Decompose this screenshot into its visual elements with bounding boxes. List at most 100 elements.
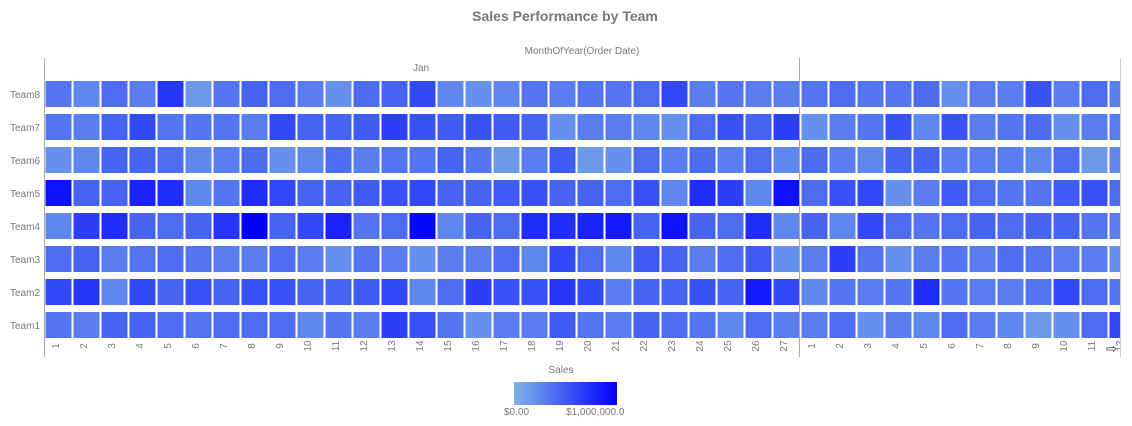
heatmap-cell[interactable] [213, 147, 240, 173]
heatmap-cell[interactable] [885, 279, 912, 305]
heatmap-cell[interactable] [661, 180, 688, 206]
heatmap-cell[interactable] [269, 147, 296, 173]
heatmap-cell[interactable] [381, 147, 408, 173]
heatmap-cell[interactable] [45, 180, 72, 206]
heatmap-cell[interactable] [801, 180, 828, 206]
heatmap-cell[interactable] [129, 180, 156, 206]
heatmap-cell[interactable] [689, 180, 716, 206]
heatmap-cell[interactable] [773, 114, 800, 140]
heatmap-cell[interactable] [381, 180, 408, 206]
heatmap-cell[interactable] [1081, 279, 1108, 305]
heatmap-cell[interactable] [969, 279, 996, 305]
heatmap-cell[interactable] [409, 279, 436, 305]
heatmap-cell[interactable] [885, 147, 912, 173]
heatmap-cell[interactable] [773, 312, 800, 338]
heatmap-cell[interactable] [801, 114, 828, 140]
arrow-right-icon[interactable]: ⇨ [1106, 341, 1117, 356]
heatmap-cell[interactable] [969, 312, 996, 338]
heatmap-cell[interactable] [493, 312, 520, 338]
heatmap-cell[interactable] [577, 246, 604, 272]
heatmap-cell[interactable] [45, 246, 72, 272]
heatmap-cell[interactable] [885, 180, 912, 206]
heatmap-cell[interactable] [717, 279, 744, 305]
heatmap-cell[interactable] [437, 147, 464, 173]
heatmap-cell[interactable] [1081, 246, 1108, 272]
heatmap-cell[interactable] [1109, 114, 1132, 140]
heatmap-cell[interactable] [129, 246, 156, 272]
heatmap-cell[interactable] [549, 81, 576, 107]
heatmap-cell[interactable] [745, 180, 772, 206]
heatmap-cell[interactable] [1053, 81, 1080, 107]
heatmap-cell[interactable] [633, 147, 660, 173]
heatmap-cell[interactable] [689, 279, 716, 305]
heatmap-cell[interactable] [269, 81, 296, 107]
heatmap-cell[interactable] [213, 279, 240, 305]
heatmap-cell[interactable] [857, 180, 884, 206]
heatmap-cell[interactable] [129, 312, 156, 338]
heatmap-cell[interactable] [297, 81, 324, 107]
heatmap-cell[interactable] [969, 180, 996, 206]
heatmap-cell[interactable] [829, 312, 856, 338]
heatmap-cell[interactable] [45, 147, 72, 173]
heatmap-cell[interactable] [213, 180, 240, 206]
heatmap-cell[interactable] [633, 180, 660, 206]
heatmap-cell[interactable] [129, 213, 156, 239]
heatmap-cell[interactable] [941, 147, 968, 173]
heatmap-cell[interactable] [129, 114, 156, 140]
heatmap-cell[interactable] [465, 147, 492, 173]
heatmap-cell[interactable] [185, 213, 212, 239]
heatmap-cell[interactable] [885, 213, 912, 239]
heatmap-cell[interactable] [1109, 246, 1132, 272]
heatmap-cell[interactable] [521, 279, 548, 305]
heatmap-cell[interactable] [325, 279, 352, 305]
heatmap-cell[interactable] [941, 81, 968, 107]
heatmap-cell[interactable] [185, 246, 212, 272]
heatmap-cell[interactable] [129, 147, 156, 173]
heatmap-cell[interactable] [353, 312, 380, 338]
heatmap-cell[interactable] [353, 246, 380, 272]
heatmap-cell[interactable] [493, 114, 520, 140]
heatmap-cell[interactable] [353, 114, 380, 140]
heatmap-cell[interactable] [1053, 312, 1080, 338]
heatmap-cell[interactable] [745, 213, 772, 239]
heatmap-cell[interactable] [465, 114, 492, 140]
heatmap-cell[interactable] [913, 279, 940, 305]
heatmap-cell[interactable] [801, 279, 828, 305]
heatmap-cell[interactable] [1025, 81, 1052, 107]
heatmap-cell[interactable] [745, 246, 772, 272]
heatmap-cell[interactable] [409, 180, 436, 206]
heatmap-cell[interactable] [745, 114, 772, 140]
heatmap-cell[interactable] [549, 147, 576, 173]
heatmap-cell[interactable] [437, 81, 464, 107]
heatmap-cell[interactable] [829, 246, 856, 272]
heatmap-cell[interactable] [1109, 213, 1132, 239]
heatmap-cell[interactable] [297, 246, 324, 272]
heatmap-cell[interactable] [857, 246, 884, 272]
heatmap-cell[interactable] [969, 213, 996, 239]
heatmap-cell[interactable] [1081, 180, 1108, 206]
heatmap-cell[interactable] [325, 180, 352, 206]
heatmap-cell[interactable] [521, 180, 548, 206]
heatmap-cell[interactable] [241, 114, 268, 140]
heatmap-cell[interactable] [437, 246, 464, 272]
heatmap-cell[interactable] [353, 180, 380, 206]
heatmap-cell[interactable] [1025, 114, 1052, 140]
heatmap-cell[interactable] [465, 279, 492, 305]
heatmap-cell[interactable] [801, 147, 828, 173]
heatmap-cell[interactable] [1025, 246, 1052, 272]
heatmap-cell[interactable] [1081, 312, 1108, 338]
heatmap-cell[interactable] [605, 180, 632, 206]
heatmap-cell[interactable] [717, 246, 744, 272]
heatmap-cell[interactable] [101, 81, 128, 107]
heatmap-cell[interactable] [185, 81, 212, 107]
heatmap-cell[interactable] [521, 312, 548, 338]
heatmap-cell[interactable] [493, 213, 520, 239]
heatmap-cell[interactable] [969, 114, 996, 140]
heatmap-cell[interactable] [241, 81, 268, 107]
heatmap-cell[interactable] [717, 147, 744, 173]
heatmap-cell[interactable] [997, 312, 1024, 338]
heatmap-cell[interactable] [829, 180, 856, 206]
heatmap-cell[interactable] [157, 147, 184, 173]
heatmap-cell[interactable] [157, 312, 184, 338]
heatmap-cell[interactable] [633, 213, 660, 239]
